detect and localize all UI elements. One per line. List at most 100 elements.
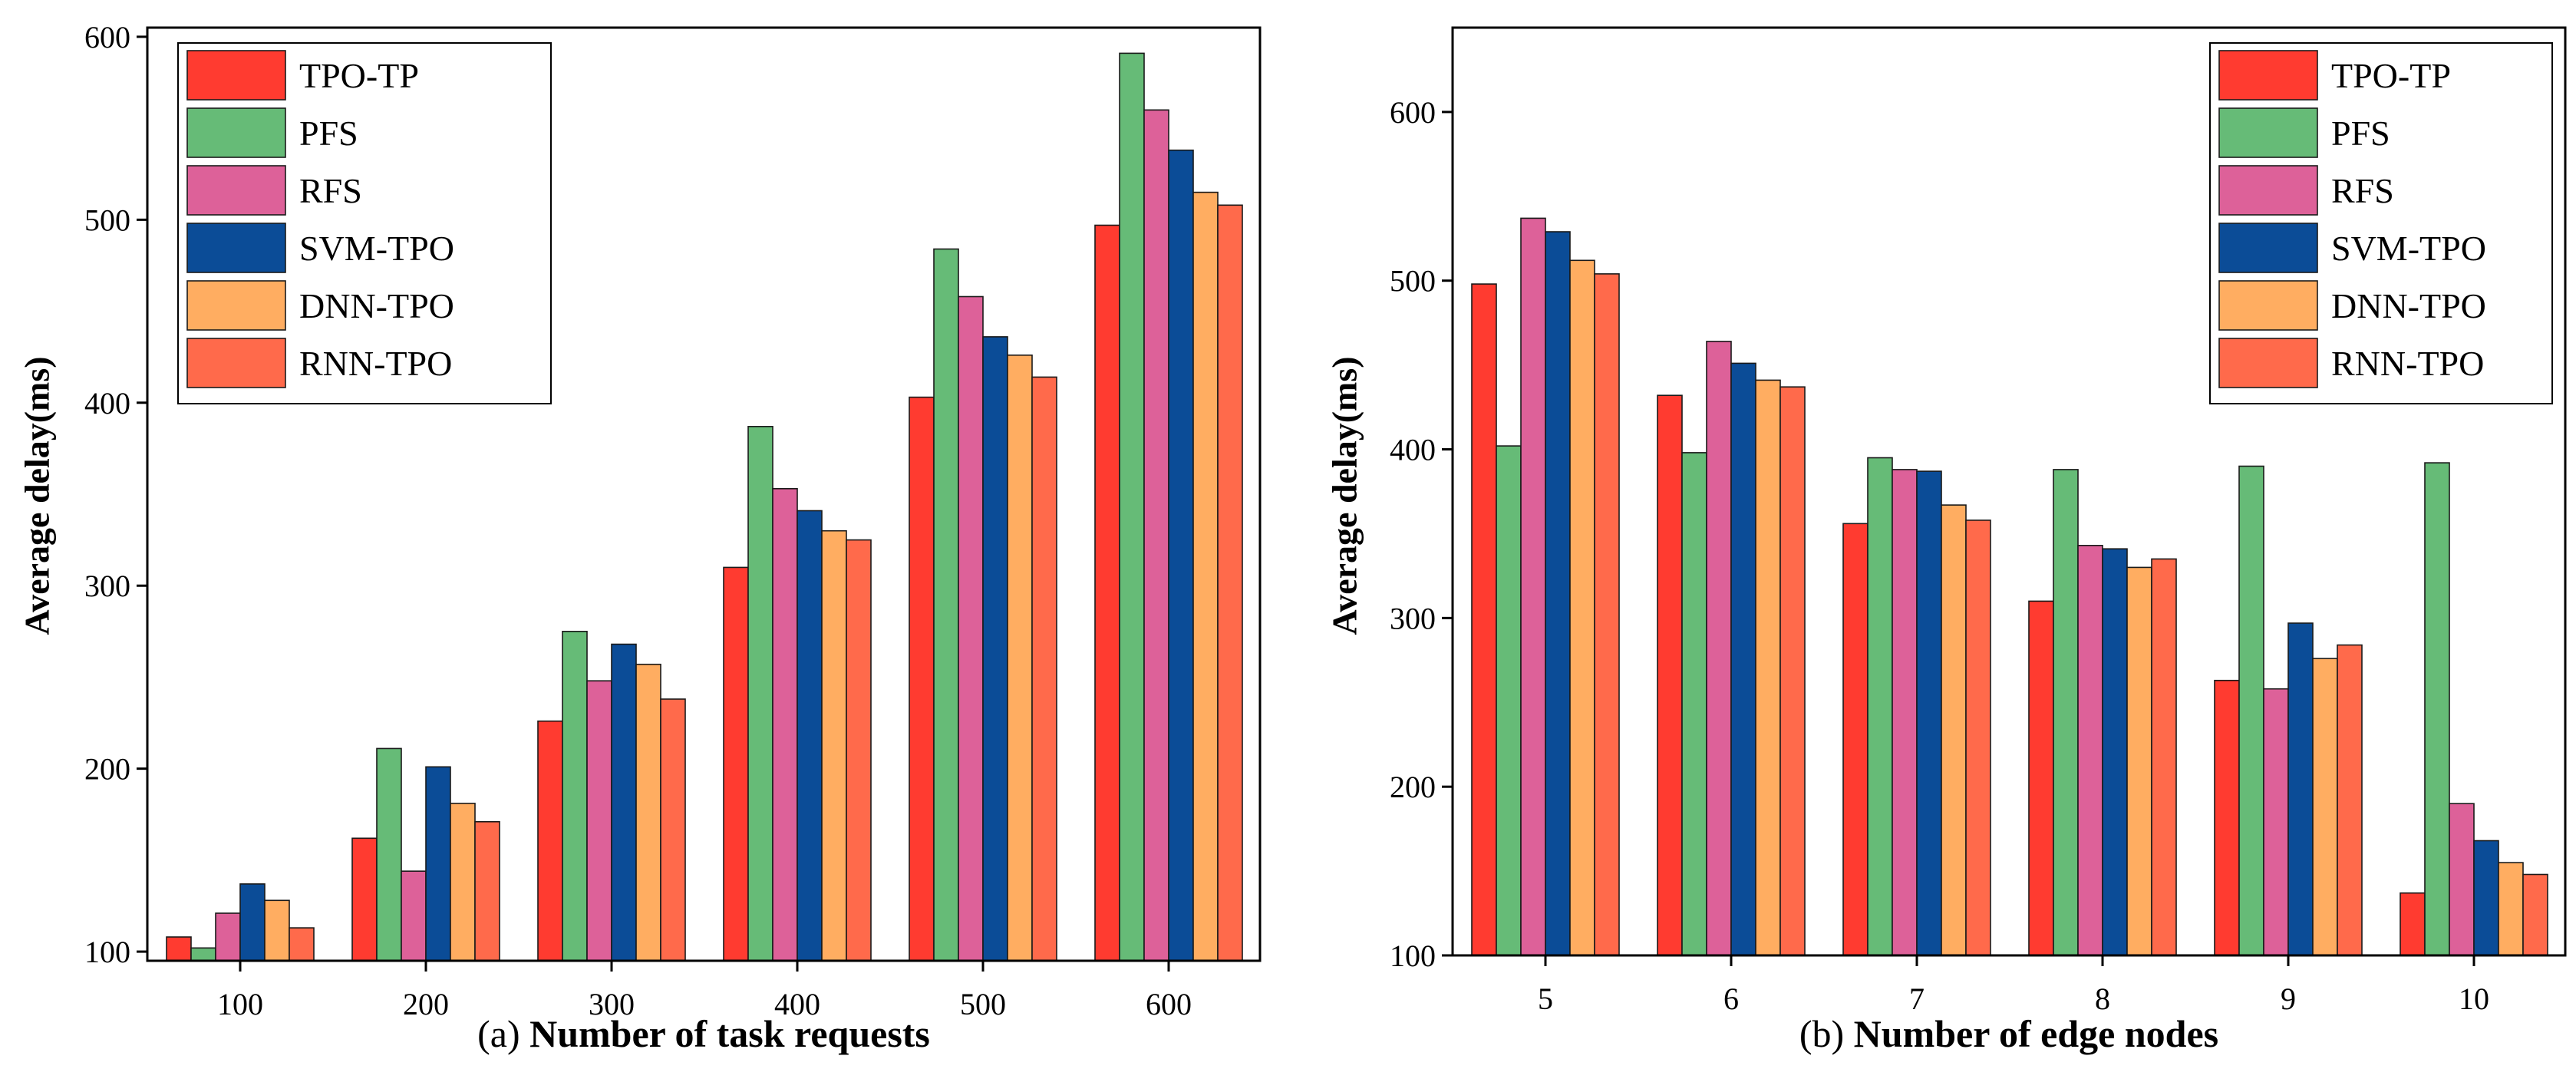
- bar-tpo-tp-400: [723, 566, 749, 962]
- bar-dnn-tpo-6: [1755, 379, 1781, 956]
- legend-swatch-dnn-tpo: [2218, 280, 2318, 331]
- bar-pfs-600: [1119, 52, 1145, 962]
- y-tick-label: 600: [1390, 95, 1436, 130]
- bar-rfs-5: [1520, 217, 1546, 956]
- bar-rfs-600: [1143, 109, 1169, 962]
- x-tick-label: 600: [1146, 987, 1192, 1021]
- legend-label-rnn-tpo: RNN-TPO: [299, 344, 452, 383]
- y-tick-label: 100: [1390, 939, 1436, 973]
- bar-tpo-tp-8: [2028, 600, 2054, 956]
- legend-swatch-tpo-tp: [186, 50, 286, 101]
- bar-svm-tpo-500: [982, 336, 1008, 962]
- legend-swatch-rnn-tpo: [186, 338, 286, 388]
- bar-pfs-500: [933, 248, 959, 962]
- bar-rfs-300: [586, 680, 612, 962]
- bar-pfs-5: [1496, 445, 1522, 956]
- plot-frame: [146, 26, 1262, 962]
- legend-swatch-dnn-tpo: [186, 280, 286, 331]
- bar-rfs-8: [2077, 544, 2103, 956]
- legend-label-tpo-tp: TPO-TP: [2331, 56, 2451, 95]
- y-tick-label: 200: [84, 752, 130, 787]
- bar-rfs-10: [2449, 803, 2475, 956]
- x-tick-label: 10: [2459, 981, 2489, 1016]
- x-axis-caption: (a) Number of task requests: [477, 1012, 930, 1055]
- x-axis-caption: (b) Number of edge nodes: [1799, 1012, 2218, 1055]
- x-tick-label: 200: [403, 987, 449, 1021]
- bar-dnn-tpo-200: [450, 803, 476, 962]
- bar-pfs-400: [747, 425, 773, 962]
- x-tick-label: 100: [217, 987, 263, 1021]
- chart-a: 100 200 300 400 500 600 100 200 300 400 500 600 Aver…: [18, 20, 1262, 1055]
- bar-dnn-tpo-9: [2312, 658, 2338, 956]
- y-tick-label: 400: [84, 386, 130, 421]
- bar-dnn-tpo-400: [821, 530, 847, 962]
- bar-dnn-tpo-600: [1192, 191, 1219, 962]
- caption-prefix: (b): [1799, 1012, 1854, 1055]
- plot-frame: [1451, 26, 2567, 957]
- bar-dnn-tpo-8: [2126, 566, 2152, 956]
- bar-dnn-tpo-7: [1941, 504, 1967, 956]
- bar-pfs-200: [376, 747, 402, 962]
- x-tick-label: 300: [589, 987, 635, 1021]
- bar-tpo-tp-600: [1094, 224, 1120, 962]
- x-tick-label: 500: [960, 987, 1006, 1021]
- bar-rnn-tpo-8: [2151, 558, 2177, 956]
- bar-rfs-500: [958, 295, 984, 962]
- legend-swatch-svm-tpo: [186, 223, 286, 273]
- x-tick-label: 8: [2095, 981, 2110, 1016]
- bar-dnn-tpo-500: [1007, 354, 1033, 962]
- y-tick-label: 100: [84, 935, 130, 969]
- y-tick-label: 600: [84, 20, 130, 54]
- chart-b: 100 200 300 400 500 600 5 6 7 8 9 10 Average delay(m…: [1325, 26, 2567, 1055]
- bar-svm-tpo-9: [2287, 622, 2314, 956]
- y-axis-title: Average delay(ms): [18, 356, 57, 635]
- bar-rfs-100: [215, 912, 241, 962]
- bar-dnn-tpo-300: [635, 663, 661, 962]
- bar-pfs-100: [190, 947, 216, 962]
- y-tick-label: 500: [1390, 264, 1436, 299]
- bar-pfs-6: [1681, 452, 1707, 956]
- bar-rnn-tpo-600: [1217, 204, 1243, 962]
- bar-rnn-tpo-300: [660, 698, 686, 962]
- bar-rnn-tpo-500: [1031, 376, 1057, 962]
- legend-swatch-rfs: [2218, 165, 2318, 216]
- y-tick-label: 300: [84, 569, 130, 603]
- bar-pfs-9: [2238, 465, 2264, 956]
- legend-label-tpo-tp: TPO-TP: [299, 56, 419, 95]
- legend-label-rfs: RFS: [2331, 171, 2394, 210]
- legend-swatch-pfs: [2218, 107, 2318, 158]
- legend-label-rnn-tpo: RNN-TPO: [2331, 344, 2484, 383]
- caption-text: Number of edge nodes: [1854, 1012, 2218, 1055]
- bar-rnn-tpo-7: [1965, 520, 1991, 956]
- bar-svm-tpo-10: [2473, 840, 2499, 956]
- caption-prefix: (a): [477, 1012, 529, 1055]
- bar-svm-tpo-200: [425, 766, 451, 962]
- bar-rnn-tpo-9: [2337, 644, 2363, 956]
- bar-tpo-tp-6: [1657, 394, 1683, 956]
- legend-swatch-tpo-tp: [2218, 50, 2318, 101]
- bar-dnn-tpo-5: [1569, 259, 1595, 956]
- bar-tpo-tp-9: [2214, 679, 2240, 956]
- legend-swatch-pfs: [186, 107, 286, 158]
- legend: TPO-TP PFS RFS SVM-TPO DNN-TPO RNN-TPO: [2209, 42, 2553, 404]
- bar-rnn-tpo-400: [846, 539, 872, 962]
- bar-tpo-tp-300: [537, 720, 563, 962]
- bar-pfs-8: [2053, 469, 2079, 956]
- bar-rfs-9: [2263, 688, 2289, 956]
- bar-dnn-tpo-100: [264, 899, 290, 962]
- bar-tpo-tp-10: [2400, 892, 2426, 956]
- bar-rfs-6: [1706, 341, 1732, 956]
- legend-label-pfs: PFS: [2331, 114, 2390, 153]
- bar-svm-tpo-100: [239, 883, 266, 962]
- bar-dnn-tpo-10: [2498, 862, 2524, 956]
- bar-rfs-7: [1892, 469, 1918, 956]
- legend: TPO-TP PFS RFS SVM-TPO DNN-TPO RNN-TPO: [177, 42, 552, 404]
- bar-rnn-tpo-6: [1779, 386, 1806, 956]
- y-axis-title: Average delay(ms): [1325, 356, 1364, 635]
- bar-rnn-tpo-200: [474, 821, 500, 962]
- caption-text: Number of task requests: [529, 1012, 930, 1055]
- bar-tpo-tp-200: [351, 837, 378, 962]
- bar-svm-tpo-6: [1730, 362, 1756, 956]
- y-tick-label: 200: [1390, 770, 1436, 804]
